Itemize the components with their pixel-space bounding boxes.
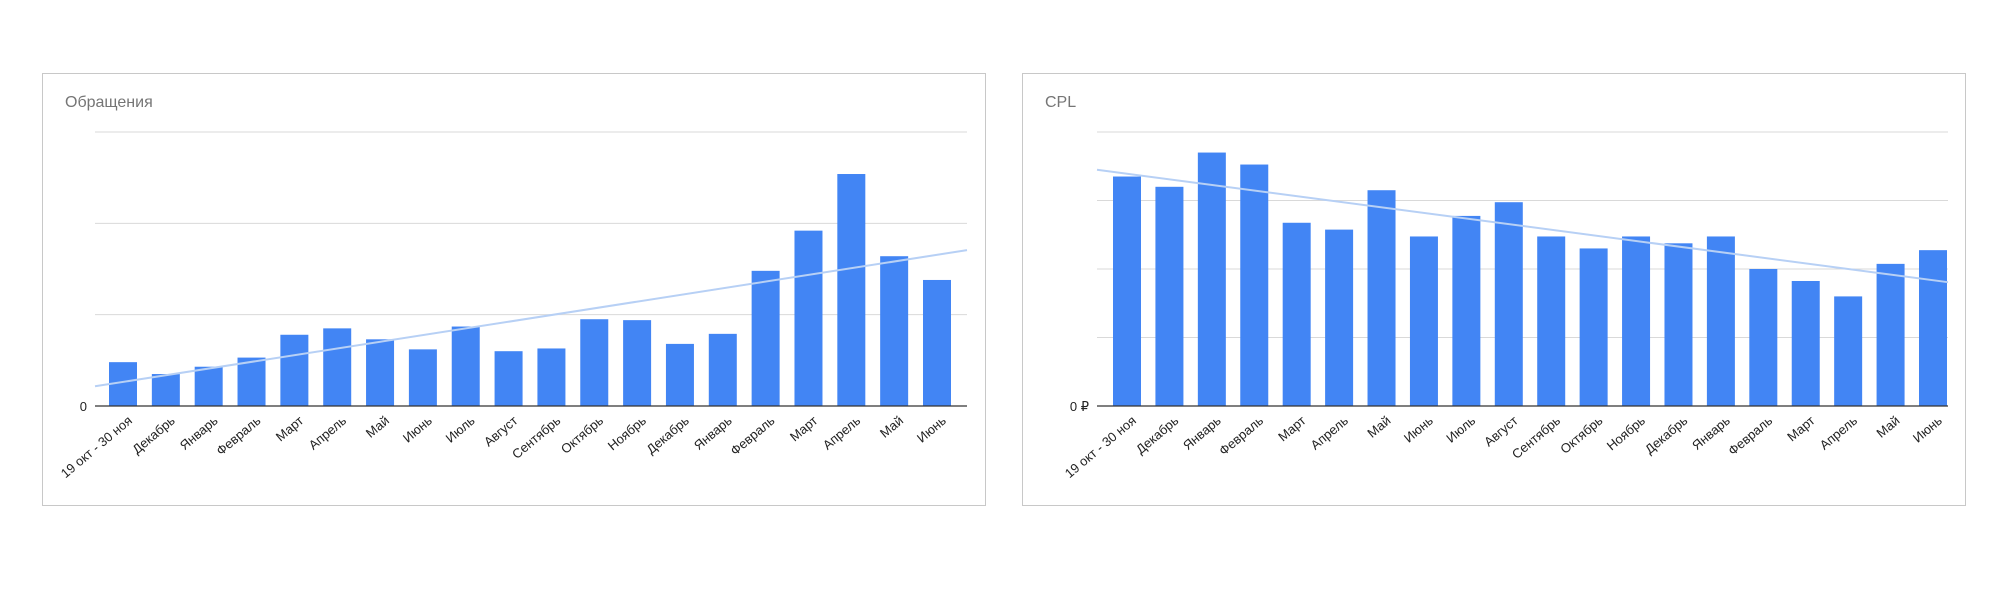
trendline [94, 249, 968, 388]
bar [1452, 215, 1481, 406]
x-tick-label: Октябрь [1557, 413, 1605, 457]
x-tick-label: Июль [443, 413, 478, 446]
bar [151, 374, 180, 406]
chart-title: Обращения [65, 94, 153, 111]
bar [623, 320, 652, 406]
bar [1622, 236, 1651, 406]
x-tick-label: Сентябрь [509, 413, 563, 462]
bar [923, 279, 951, 406]
bar [837, 174, 866, 406]
x-tick-label: Март [787, 413, 821, 445]
bar [323, 328, 352, 406]
x-tick-label: Ноябрь [1604, 413, 1648, 454]
bar [1834, 296, 1863, 406]
bar [1537, 236, 1566, 406]
x-tick-label: Август [1481, 413, 1521, 450]
x-tick-label: Апрель [306, 413, 350, 453]
bar [665, 343, 694, 406]
bar [1325, 229, 1354, 406]
bar [1155, 186, 1184, 406]
chart-title: CPL [1045, 94, 1077, 111]
bar [1282, 222, 1311, 406]
x-tick-label: 19 окт - 30 ноя [58, 413, 135, 481]
y-tick-label: 0 [80, 399, 87, 414]
x-tick-label: Апрель [1308, 413, 1352, 453]
bar [1367, 190, 1396, 406]
x-tick-label: Февраль [727, 413, 777, 459]
x-tick-label: Декабрь [1642, 413, 1691, 457]
bar [537, 348, 566, 406]
bar [280, 334, 309, 406]
x-tick-label: Июнь [1401, 413, 1436, 446]
bar [880, 256, 909, 406]
x-tick-label: Декабрь [643, 413, 692, 457]
bar [1197, 152, 1226, 406]
bar [408, 349, 437, 406]
x-tick-label: Май [1364, 413, 1393, 441]
bar [1876, 263, 1905, 406]
x-tick-label: Май [877, 413, 906, 441]
x-tick-label: Март [1784, 413, 1818, 445]
bar [1579, 248, 1608, 406]
x-tick-label: Февраль [1725, 413, 1775, 459]
bar [451, 326, 480, 406]
x-tick-label: Апрель [1817, 413, 1861, 453]
bar [194, 366, 223, 406]
x-tick-label: Май [1873, 413, 1902, 441]
x-tick-label: Июль [1443, 413, 1478, 446]
bar [1791, 280, 1820, 406]
chart-panel-requests: Обращения 0 19 окт - 30 ноя Декабрь Январь Ф… [42, 73, 986, 506]
bar [1706, 236, 1735, 406]
trendline [1096, 168, 1949, 284]
bar [366, 339, 395, 406]
bar [1749, 269, 1778, 406]
x-tick-label: Август [481, 413, 521, 450]
bar [1919, 250, 1947, 406]
bar [1664, 243, 1693, 406]
bar [494, 351, 523, 406]
x-tick-label: Ноябрь [605, 413, 649, 454]
bar [1240, 164, 1269, 406]
x-tick-label: Февраль [213, 413, 263, 459]
x-tick-label: 19 окт - 30 ноя [1062, 413, 1139, 481]
bar [751, 270, 780, 406]
x-tick-label: Октябрь [558, 413, 606, 457]
x-tick-label: Декабрь [129, 413, 178, 457]
bar [237, 357, 266, 406]
bar [708, 333, 737, 406]
x-tick-label: Июнь [400, 413, 435, 446]
y-tick-label: 0 ₽ [1070, 399, 1089, 414]
x-tick-label: Февраль [1216, 413, 1266, 459]
x-tick-label: Март [273, 413, 307, 445]
x-tick-label: Июнь [914, 413, 949, 446]
x-tick-label: Апрель [820, 413, 864, 453]
x-tick-label: Июнь [1910, 413, 1945, 446]
bar [1409, 236, 1438, 406]
bar [1113, 176, 1141, 406]
bar [1494, 202, 1523, 406]
x-tick-label: Декабрь [1133, 413, 1182, 457]
bar [580, 319, 609, 406]
x-tick-label: Май [363, 413, 392, 441]
chart-panel-cpl: CPL 0 ₽19 окт - 30 ноя Декабрь Январь Февра… [1022, 73, 1966, 506]
x-tick-label: Март [1275, 413, 1309, 445]
bar [794, 230, 823, 406]
